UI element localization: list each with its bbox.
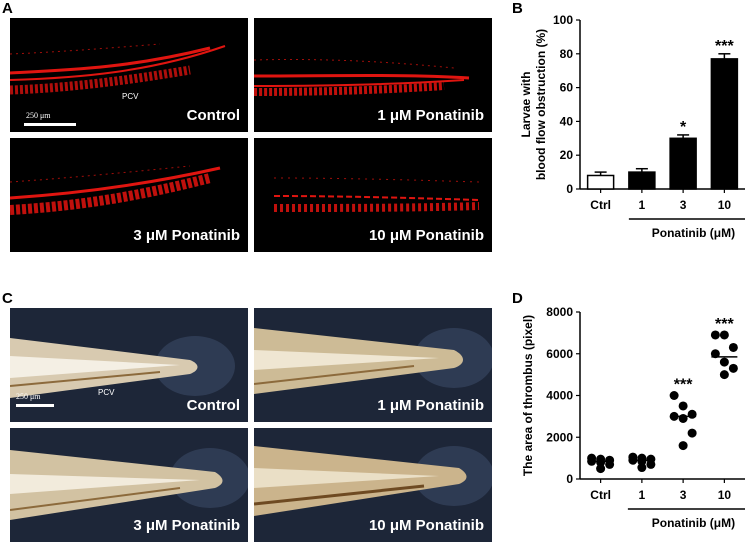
significance-marker: *** (674, 377, 693, 394)
fluorescence-image-10um: 10 μM Ponatinib (254, 138, 492, 252)
x-tick-label: 10 (718, 198, 732, 212)
tail-brightfield-drawing (10, 448, 248, 520)
group-label: Ponatinib (μM) (652, 516, 735, 530)
y-tick-label: 0 (566, 182, 573, 196)
bar (586, 174, 615, 190)
data-point (687, 409, 697, 419)
data-point (719, 370, 729, 380)
data-point (637, 463, 647, 473)
data-point (669, 391, 679, 400)
data-point (678, 401, 688, 411)
y-tick-label: 20 (560, 148, 574, 162)
data-point (710, 349, 720, 359)
panel-label-b: B (512, 0, 523, 17)
y-tick-label: 2000 (546, 430, 573, 444)
scatter-chart-d: 0 2000 4000 6000 8000 Ctrl 1 3 *** 10 *** Ponatinib… (521, 305, 745, 530)
tail-brightfield-drawing (254, 446, 492, 516)
scale-label: 250 μm (26, 111, 51, 120)
vessel-fluorescence-drawing (10, 43, 226, 95)
y-tick-label: 4000 (546, 389, 573, 403)
data-point (605, 459, 615, 469)
brightfield-image-control: PCV 250 μm Control (10, 308, 248, 422)
tail-brightfield-drawing (254, 328, 492, 394)
caption-control: Control (186, 397, 240, 414)
y-tick-label: 100 (553, 13, 573, 27)
fluorescence-image-3um: 3 μM Ponatinib (10, 138, 248, 252)
x-tick-label: 10 (718, 488, 732, 502)
data-point (710, 330, 720, 340)
vessel-fluorescence-drawing (273, 177, 480, 212)
x-tick-label: 1 (639, 198, 646, 212)
brightfield-image-10um: 10 μM Ponatinib (254, 428, 492, 542)
data-point (678, 413, 688, 423)
y-axis-title: The area of thrombus (pixel) (521, 315, 535, 476)
scale-bar (24, 123, 76, 126)
y-axis-title-line-1: Larvae with (519, 71, 533, 137)
y-tick-label: 0 (566, 472, 573, 486)
data-point (728, 363, 738, 373)
caption-10um: 10 μM Ponatinib (368, 227, 484, 244)
panel-label-a: A (2, 0, 13, 17)
bar (710, 58, 739, 190)
vessel-fluorescence-drawing (254, 58, 470, 96)
x-tick-label: Ctrl (590, 198, 611, 212)
fluorescence-image-1um: 1 μM Ponatinib (254, 18, 492, 132)
significance-marker: * (680, 119, 687, 136)
bar-chart-b: 0 20 40 60 80 100 Ctrl 1 3 * 10 *** Ponatinib (μM) La… (519, 13, 745, 240)
data-point (596, 457, 606, 467)
panel-label-c: C (2, 290, 13, 307)
panel-label-d: D (512, 290, 523, 307)
data-point (728, 342, 738, 352)
bar (669, 137, 697, 190)
data-point (687, 428, 697, 438)
bar (628, 171, 656, 190)
y-tick-label: 40 (560, 114, 574, 128)
fluorescence-image-control: PCV 250 μm Control (10, 18, 248, 132)
data-point (719, 330, 729, 340)
vessel-fluorescence-drawing (10, 165, 221, 215)
data-point (678, 441, 688, 451)
y-tick-label: 60 (560, 81, 574, 95)
pcv-label: PCV (98, 388, 115, 397)
y-tick-label: 8000 (546, 305, 573, 319)
tail-brightfield-drawing (10, 336, 235, 398)
x-tick-label: 3 (680, 198, 687, 212)
caption-3um: 3 μM Ponatinib (133, 227, 240, 244)
caption-1um: 1 μM Ponatinib (377, 397, 484, 414)
brightfield-image-3um: 3 μM Ponatinib (10, 428, 248, 542)
significance-marker: *** (715, 38, 734, 55)
y-axis-title-line-2: blood flow obstruction (%) (534, 29, 548, 180)
x-tick-label: 1 (639, 488, 646, 502)
caption-10um: 10 μM Ponatinib (368, 517, 484, 534)
data-point (637, 456, 647, 466)
y-tick-label: 80 (560, 47, 574, 61)
x-tick-label: Ctrl (590, 488, 611, 502)
data-point (646, 459, 656, 469)
group-label: Ponatinib (μM) (652, 226, 735, 240)
pcv-label: PCV (122, 92, 139, 101)
y-tick-label: 6000 (546, 347, 573, 361)
caption-control: Control (186, 107, 240, 124)
significance-marker: *** (715, 316, 734, 333)
caption-3um: 3 μM Ponatinib (133, 517, 240, 534)
brightfield-image-1um: 1 μM Ponatinib (254, 308, 492, 422)
scale-bar (16, 404, 54, 407)
x-tick-label: 3 (680, 488, 687, 502)
scale-label: 250 μm (16, 392, 41, 401)
data-point (719, 357, 729, 367)
data-point (596, 464, 606, 474)
caption-1um: 1 μM Ponatinib (377, 107, 484, 124)
